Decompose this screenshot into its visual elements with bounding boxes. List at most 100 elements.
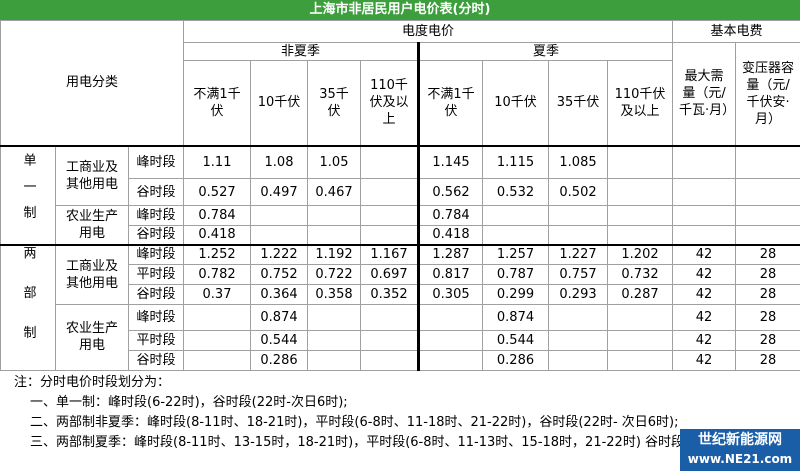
max-demand-header: 最大需量（元/千瓦·月） xyxy=(672,42,737,147)
price-cell: 0.286 xyxy=(482,349,549,371)
energy-price-header: 电度电价 xyxy=(182,20,674,43)
empty-cell xyxy=(606,225,674,246)
period: 平时段 xyxy=(128,329,184,351)
empty-cell xyxy=(360,178,420,206)
voltage-header: 10千伏 xyxy=(482,60,549,147)
empty-cell xyxy=(548,349,608,371)
price-cell: 1.252 xyxy=(183,244,251,265)
table-title: 上海市非居民用户电价表(分时) xyxy=(0,0,800,20)
empty-cell xyxy=(307,205,361,226)
empty-cell xyxy=(735,178,800,206)
price-cell: 0.787 xyxy=(482,264,549,285)
period: 峰时段 xyxy=(128,145,184,179)
empty-cell xyxy=(250,225,308,246)
period: 谷时段 xyxy=(128,349,184,371)
period: 峰时段 xyxy=(128,304,184,331)
empty-cell xyxy=(183,349,251,371)
price-cell: 0.697 xyxy=(360,264,420,285)
category-header: 用电分类 xyxy=(0,20,184,147)
transformer-header: 变压器容量（元/千伏安·月） xyxy=(735,42,800,147)
period: 平时段 xyxy=(128,264,184,285)
empty-cell xyxy=(482,205,549,226)
price-cell: 0.782 xyxy=(183,264,251,285)
empty-cell xyxy=(548,205,608,226)
logo-name: 世纪新能源网 xyxy=(698,432,782,448)
price-cell: 0.817 xyxy=(418,264,483,285)
table-row: 农业生产用电 峰时段 0.874 0.874 42 28 xyxy=(1,304,800,371)
price-cell: 0.497 xyxy=(250,178,308,206)
price-cell: 0.874 xyxy=(250,304,308,331)
price-cell: 1.145 xyxy=(418,145,483,179)
empty-cell xyxy=(606,304,674,331)
empty-cell xyxy=(606,145,674,179)
subgroup-name: 农业生产用电 xyxy=(55,205,129,246)
table-body: 单一制 工商业及其他用电 峰时段 1.11 1.08 1.05 1.145 1.115 1.08… xyxy=(0,145,800,371)
empty-cell xyxy=(360,349,420,371)
table-row: 谷时段 0.37 0.364 0.358 0.352 0.305 0.299 0.293 0.2… xyxy=(1,284,800,305)
empty-cell xyxy=(672,225,737,246)
price-cell: 0.532 xyxy=(482,178,549,206)
price-cell: 28 xyxy=(735,329,800,351)
price-cell: 1.227 xyxy=(548,244,608,265)
non-summer-header: 非夏季 xyxy=(183,42,420,61)
price-cell: 1.05 xyxy=(307,145,361,179)
summer-header: 夏季 xyxy=(417,42,674,61)
empty-cell xyxy=(307,329,361,351)
table-row: 平时段 0.782 0.752 0.722 0.697 0.817 0.787 0.757 0.… xyxy=(1,264,800,285)
group-name: 两部制 xyxy=(20,245,36,365)
price-cell: 1.115 xyxy=(482,145,549,179)
price-cell: 1.287 xyxy=(418,244,483,265)
empty-cell xyxy=(548,329,608,351)
subgroup-name: 工商业及其他用电 xyxy=(55,145,129,206)
price-cell: 0.287 xyxy=(606,284,674,305)
voltage-header: 110千伏及以上 xyxy=(360,60,420,147)
price-cell: 42 xyxy=(672,304,737,331)
price-cell: 0.752 xyxy=(250,264,308,285)
group-name: 单一制 xyxy=(20,153,36,232)
table-row: 谷时段 0.527 0.497 0.467 0.562 0.532 0.502 xyxy=(1,178,800,206)
price-cell: 0.418 xyxy=(418,225,483,246)
price-cell: 1.202 xyxy=(606,244,674,265)
price-cell: 0.757 xyxy=(548,264,608,285)
price-cell: 0.874 xyxy=(482,304,549,331)
price-cell: 42 xyxy=(672,244,737,265)
price-cell: 0.562 xyxy=(418,178,483,206)
voltage-header: 10千伏 xyxy=(250,60,308,147)
note: 三、两部制夏季：峰时段(8-11时、13-15时，18-21时)，平时段(6-8… xyxy=(30,434,789,450)
price-cell: 0.299 xyxy=(482,284,549,305)
price-cell: 0.502 xyxy=(548,178,608,206)
price-cell: 42 xyxy=(672,264,737,285)
voltage-header: 不满1千伏 xyxy=(183,60,251,147)
price-cell: 1.085 xyxy=(548,145,608,179)
period: 谷时段 xyxy=(128,178,184,206)
subgroup-name: 工商业及其他用电 xyxy=(55,244,129,305)
price-cell: 0.527 xyxy=(183,178,251,206)
price-cell: 28 xyxy=(735,264,800,285)
price-cell: 1.257 xyxy=(482,244,549,265)
period: 峰时段 xyxy=(128,244,184,265)
logo-url: www.NE21.com xyxy=(687,452,793,466)
empty-cell xyxy=(360,145,420,179)
period: 峰时段 xyxy=(128,205,184,226)
price-cell: 28 xyxy=(735,284,800,305)
note: 注：分时电价时段划分为： xyxy=(14,374,171,390)
table-row: 单一制 工商业及其他用电 峰时段 1.11 1.08 1.05 1.145 1.115 1.08… xyxy=(0,145,800,246)
empty-cell xyxy=(307,225,361,246)
price-table: 用电分类 电度电价 基本电费 非夏季 夏季 最大需量（元/千瓦·月） 变压器容量… xyxy=(0,20,800,371)
notes: 注：分时电价时段划分为： 一、单一制：峰时段(6-22时)，谷时段(22时-次日… xyxy=(0,371,800,453)
note: 二、两部制非夏季：峰时段(8-11时、18-21时)，平时段(6-8时、11-1… xyxy=(30,414,679,430)
empty-cell xyxy=(672,205,737,226)
empty-cell xyxy=(183,329,251,351)
empty-cell xyxy=(418,349,483,371)
price-cell: 1.192 xyxy=(307,244,361,265)
price-cell: 28 xyxy=(735,349,800,371)
empty-cell xyxy=(360,329,420,351)
empty-cell xyxy=(250,205,308,226)
empty-cell xyxy=(418,329,483,351)
price-cell: 0.467 xyxy=(307,178,361,206)
empty-cell xyxy=(735,145,800,179)
price-cell: 42 xyxy=(672,329,737,351)
price-cell: 0.544 xyxy=(482,329,549,351)
empty-cell xyxy=(606,205,674,226)
